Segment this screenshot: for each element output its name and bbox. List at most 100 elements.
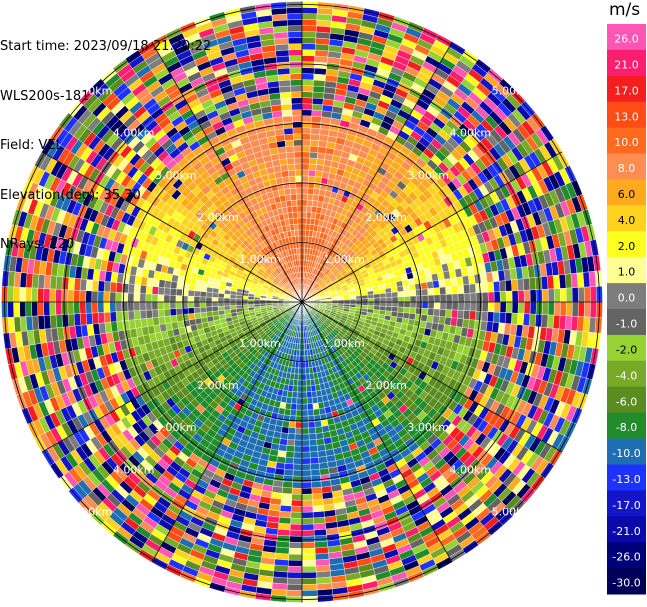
range-gate — [379, 293, 387, 299]
range-gate — [433, 308, 441, 317]
range-gate — [301, 151, 311, 159]
range-gate — [283, 475, 294, 483]
range-gate — [301, 361, 306, 369]
range-gate — [73, 289, 81, 303]
range-gate — [301, 421, 309, 429]
range-gate — [420, 282, 428, 290]
range-gate — [295, 409, 303, 417]
range-gate — [31, 301, 39, 317]
range-gate — [546, 275, 555, 290]
range-gate — [313, 73, 327, 82]
range-gate — [301, 25, 317, 33]
range-gate — [212, 310, 220, 317]
range-gate — [287, 577, 303, 585]
range-gate — [306, 199, 313, 207]
range-gate — [301, 19, 317, 27]
range-gate — [301, 163, 310, 171]
range-gate — [391, 296, 399, 303]
range-gate — [205, 301, 213, 308]
range-gate — [546, 314, 555, 329]
range-gate — [481, 282, 489, 293]
range-gate — [317, 401, 325, 409]
range-gate — [277, 522, 291, 531]
range-gate — [517, 301, 525, 314]
range-gate — [312, 499, 324, 507]
range-gate — [558, 315, 567, 330]
range-gate — [187, 295, 195, 303]
range-gate — [541, 288, 549, 303]
range-gate — [301, 157, 310, 165]
range-gate — [194, 312, 202, 320]
range-gate — [451, 285, 459, 295]
range-gate — [313, 79, 326, 87]
range-gate — [152, 278, 160, 288]
range-gate — [409, 301, 417, 309]
range-gate — [103, 301, 111, 313]
range-gate — [373, 301, 381, 307]
range-gate — [301, 169, 310, 177]
range-gate — [91, 301, 99, 314]
range-gate — [523, 289, 531, 303]
range-gate — [475, 292, 483, 303]
range-gate — [223, 301, 231, 307]
range-gate — [589, 286, 597, 303]
range-gate — [296, 391, 303, 399]
range-gate — [426, 281, 434, 289]
range-gate — [13, 301, 21, 318]
range-gate — [571, 301, 579, 317]
range-gate — [433, 294, 441, 303]
range-gate — [311, 481, 322, 489]
range-gate — [427, 308, 435, 316]
range-gate — [43, 288, 51, 303]
range-gate — [301, 217, 307, 225]
range-gate — [403, 307, 411, 314]
range-gate — [37, 288, 45, 303]
range-gate — [433, 287, 441, 296]
range-gate — [151, 286, 159, 295]
range-gate — [517, 278, 525, 291]
range-gate — [67, 289, 75, 303]
range-gate — [205, 296, 213, 303]
range-gate — [301, 73, 315, 81]
range-gate — [301, 403, 308, 411]
range-gate — [145, 285, 153, 295]
range-gate — [315, 552, 330, 561]
range-gate — [19, 301, 27, 317]
range-gate — [151, 309, 159, 318]
range-gate — [315, 432, 324, 440]
range-gate — [291, 487, 303, 495]
range-gate — [301, 223, 307, 231]
range-gate — [229, 298, 237, 303]
range-gate — [481, 311, 489, 322]
range-gate — [43, 274, 52, 289]
range-gate — [49, 288, 57, 303]
range-gate — [385, 301, 393, 307]
range-gate — [169, 294, 177, 303]
range-gate — [223, 297, 231, 303]
range-gate — [200, 311, 208, 319]
range-gate — [301, 517, 314, 525]
range-gate — [293, 445, 303, 453]
range-gate — [282, 420, 290, 428]
range-gate — [432, 315, 440, 324]
range-gate — [313, 67, 327, 76]
range-gate — [217, 297, 225, 303]
range-gate — [505, 290, 513, 303]
range-gate — [391, 291, 399, 298]
range-gate — [307, 187, 315, 195]
range-gate — [451, 301, 459, 311]
range-gate — [157, 301, 165, 310]
range-gate — [301, 109, 313, 117]
range-gate — [308, 421, 316, 429]
range-gate — [223, 305, 231, 311]
range-gate — [401, 279, 409, 287]
range-gate — [294, 427, 303, 435]
range-gate — [408, 283, 416, 291]
range-gate — [481, 292, 489, 303]
range-gate — [312, 511, 325, 519]
range-gate — [139, 284, 147, 294]
range-gate — [217, 305, 225, 311]
range-gate — [541, 301, 549, 316]
range-gate — [170, 281, 178, 289]
